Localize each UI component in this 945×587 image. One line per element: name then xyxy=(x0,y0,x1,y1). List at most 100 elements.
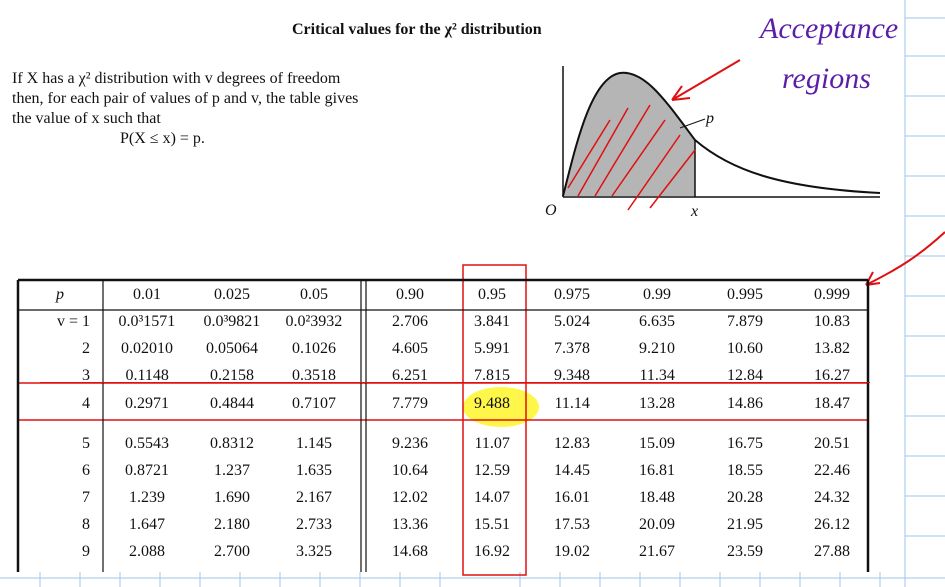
table-cell: 19.02 xyxy=(554,543,590,560)
table-cell: 21.67 xyxy=(639,543,675,560)
page-title: Critical values for the χ² distribution xyxy=(292,21,542,38)
table-cell: 5.024 xyxy=(554,313,590,330)
table-cell: 12.83 xyxy=(554,435,590,452)
table-cell: 12.59 xyxy=(474,462,510,479)
table-cell: 0.8312 xyxy=(210,435,254,452)
column-header: 0.95 xyxy=(478,286,506,303)
row-3-strike xyxy=(40,382,870,383)
row-df-label: 4 xyxy=(82,395,90,412)
table-cell: 0.2158 xyxy=(210,367,254,384)
annotation-line-1: Acceptance xyxy=(760,12,899,45)
table-cell: 0.02010 xyxy=(121,340,173,357)
intro-line-2: then, for each pair of values of p and v… xyxy=(12,90,359,107)
table-cell: 13.82 xyxy=(814,340,850,357)
table-cell: 1.239 xyxy=(129,489,165,506)
table-cell: 5.991 xyxy=(474,340,510,357)
table-cell: 24.32 xyxy=(814,489,850,506)
table-cell: 2.088 xyxy=(129,543,165,560)
table-cell: 18.48 xyxy=(639,489,675,506)
table-cell: 21.95 xyxy=(727,516,763,533)
table-cell: 3.841 xyxy=(474,313,510,330)
table-cell: 6.635 xyxy=(639,313,675,330)
column-header: 0.01 xyxy=(133,286,161,303)
table-cell: 1.145 xyxy=(296,435,332,452)
table-cell: 22.46 xyxy=(814,462,850,479)
table-cell: 20.28 xyxy=(727,489,763,506)
arrow-to-graph xyxy=(671,59,741,101)
table-cell: 0.0³1571 xyxy=(118,313,176,330)
intro-line-1: If X has a χ² distribution with v degree… xyxy=(12,70,341,87)
table-cell: 20.51 xyxy=(814,435,850,452)
table-cell: 10.83 xyxy=(814,313,850,330)
table-cell: 12.02 xyxy=(392,489,428,506)
table-cell: 1.647 xyxy=(129,516,165,533)
table-cell: 7.815 xyxy=(474,367,510,384)
table-cell: 15.51 xyxy=(474,516,510,533)
table-cell: 2.706 xyxy=(392,313,428,330)
row-df-label: 9 xyxy=(82,543,90,560)
table-cell: 20.09 xyxy=(639,516,675,533)
shaded-area xyxy=(563,72,695,196)
table-cell: 2.167 xyxy=(296,489,332,506)
table-cell: 0.4844 xyxy=(210,395,254,412)
table-cell: 13.28 xyxy=(639,395,675,412)
graph-p-label: p xyxy=(706,110,714,127)
table-cell: 2.733 xyxy=(296,516,332,533)
row-df-label: v = 1 xyxy=(57,313,91,330)
table-cell: 18.47 xyxy=(814,395,850,412)
table-cell: 14.68 xyxy=(392,543,428,560)
table-cell: 14.07 xyxy=(474,489,510,506)
intro-line-3: the value of x such that xyxy=(12,110,161,127)
table-cell: 9.488 xyxy=(474,395,510,412)
column-header: 0.90 xyxy=(396,286,424,303)
table-cell: 11.14 xyxy=(554,395,590,412)
p-pointer-line xyxy=(679,118,706,129)
intro-text: If X has a χ² distribution with v degree… xyxy=(12,69,358,149)
row-df-label: 8 xyxy=(82,516,90,533)
table-cell: 0.1026 xyxy=(292,340,336,357)
table-cell: 0.0²3932 xyxy=(285,313,343,330)
table-cell: 16.75 xyxy=(727,435,763,452)
table-cell: 7.879 xyxy=(727,313,763,330)
row-df-label: 3 xyxy=(82,367,90,384)
table-cell: 14.45 xyxy=(554,462,590,479)
table-cell: 0.05064 xyxy=(206,340,258,357)
row-df-label: 7 xyxy=(82,489,90,506)
table-cell: 10.64 xyxy=(392,462,428,479)
table-cell: 4.605 xyxy=(392,340,428,357)
table-cell: 16.01 xyxy=(554,489,590,506)
table-cell: 0.1148 xyxy=(125,367,169,384)
table-cell: 0.7107 xyxy=(292,395,336,412)
table-cell: 27.88 xyxy=(814,543,850,560)
table-cell: 9.348 xyxy=(554,367,590,384)
table-cell: 16.27 xyxy=(814,367,850,384)
row-df-label: 6 xyxy=(82,462,90,479)
table-cell: 18.55 xyxy=(727,462,763,479)
column-header: 0.025 xyxy=(214,286,250,303)
graph-x-label: x xyxy=(691,203,699,220)
column-header: 0.05 xyxy=(300,286,328,303)
intro-equation: P(X ≤ x) = p. xyxy=(120,130,205,147)
table-cell: 7.378 xyxy=(554,340,590,357)
red-hatching xyxy=(567,104,696,211)
table-frame xyxy=(16,278,870,572)
table-cell: 14.86 xyxy=(727,395,763,412)
table-cell: 2.180 xyxy=(214,516,250,533)
table-cell: 0.2971 xyxy=(125,395,169,412)
table-cell: 15.09 xyxy=(639,435,675,452)
table-cell: 10.60 xyxy=(727,340,763,357)
table-cell: 11.07 xyxy=(474,435,510,452)
table-cell: 0.8721 xyxy=(125,462,169,479)
table-cell: 9.210 xyxy=(639,340,675,357)
column-header: 0.999 xyxy=(814,286,850,303)
table-cell: 2.700 xyxy=(214,543,250,560)
table-cell: 17.53 xyxy=(554,516,590,533)
table-cell: 26.12 xyxy=(814,516,850,533)
table-cell: 0.0³9821 xyxy=(203,313,261,330)
table-cell: 3.325 xyxy=(296,543,332,560)
table-cell: 1.237 xyxy=(214,462,250,479)
column-header: 0.995 xyxy=(727,286,763,303)
row-df-label: 5 xyxy=(82,435,90,452)
